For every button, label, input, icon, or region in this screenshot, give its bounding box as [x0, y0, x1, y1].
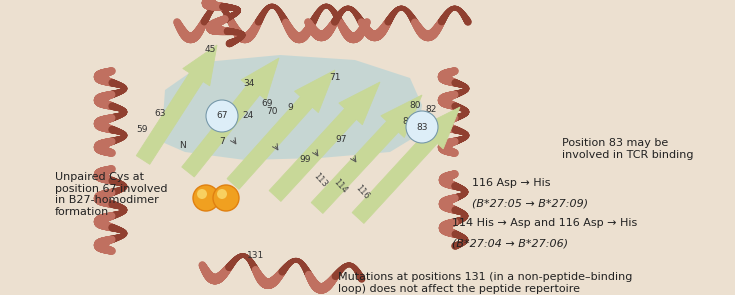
FancyArrow shape — [182, 58, 279, 177]
FancyArrow shape — [352, 107, 460, 223]
FancyArrow shape — [136, 45, 217, 164]
Text: 63: 63 — [154, 109, 166, 117]
Text: 114 His → Asp and 116 Asp → His: 114 His → Asp and 116 Asp → His — [452, 218, 637, 228]
Circle shape — [213, 185, 239, 211]
Text: (B*27:04 → B*27:06): (B*27:04 → B*27:06) — [452, 238, 568, 248]
Text: Mutations at positions 131 (in a non-peptide–binding
loop) does not affect the p: Mutations at positions 131 (in a non-pep… — [338, 272, 632, 294]
Text: 59: 59 — [136, 125, 148, 135]
Text: (B*27:05 → B*27:09): (B*27:05 → B*27:09) — [472, 198, 588, 208]
Text: 131: 131 — [248, 250, 265, 260]
Text: 67: 67 — [216, 112, 228, 120]
Text: 82: 82 — [426, 106, 437, 114]
Text: 113: 113 — [312, 171, 329, 189]
Circle shape — [217, 189, 227, 199]
Text: Position 83 may be
involved in TCR binding: Position 83 may be involved in TCR bindi… — [562, 138, 694, 160]
Text: 24: 24 — [243, 112, 254, 120]
Text: 34: 34 — [243, 79, 255, 88]
Text: 7: 7 — [219, 137, 225, 145]
Circle shape — [197, 189, 207, 199]
FancyArrow shape — [227, 70, 335, 189]
Text: Unpaired Cys at
position 67 involved
in B27-homodimer
formation: Unpaired Cys at position 67 involved in … — [55, 172, 168, 217]
Text: 81: 81 — [402, 117, 414, 125]
Text: 116: 116 — [354, 183, 370, 201]
Ellipse shape — [206, 100, 238, 132]
Text: 116 Asp → His: 116 Asp → His — [472, 178, 551, 188]
Polygon shape — [162, 55, 422, 160]
Text: 99: 99 — [299, 155, 311, 165]
Text: 70: 70 — [266, 107, 278, 117]
Text: 80: 80 — [409, 101, 420, 111]
Text: 69: 69 — [261, 99, 273, 109]
Text: N: N — [179, 142, 185, 150]
FancyArrow shape — [269, 82, 380, 201]
Text: 71: 71 — [329, 73, 341, 83]
Circle shape — [193, 185, 219, 211]
Text: 83: 83 — [416, 122, 428, 132]
Text: 97: 97 — [335, 135, 347, 143]
Text: C: C — [413, 130, 419, 140]
Text: 45: 45 — [204, 45, 215, 55]
FancyArrow shape — [311, 95, 422, 214]
Text: 114: 114 — [331, 177, 348, 195]
Text: 9: 9 — [287, 104, 293, 112]
Ellipse shape — [406, 111, 438, 143]
